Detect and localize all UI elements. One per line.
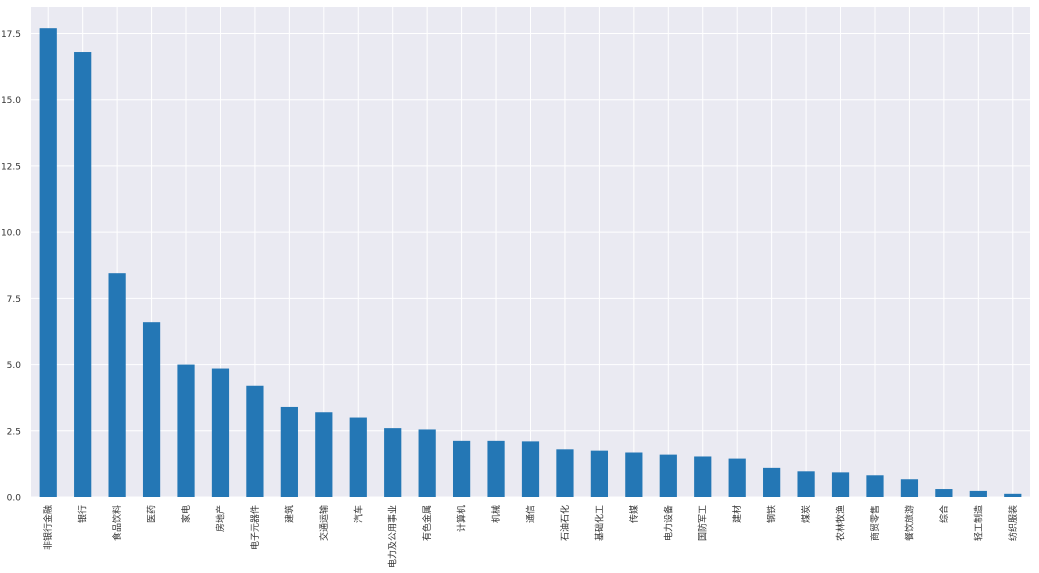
bar	[418, 429, 436, 497]
bar	[590, 450, 609, 497]
x-tick-label: 房地产	[214, 505, 226, 532]
x-tick-label: 石油石化	[559, 505, 571, 541]
x-tick-label: 有色金属	[421, 505, 433, 541]
x-tick-label: 建筑	[283, 505, 295, 523]
x-tick-label: 医药	[147, 505, 158, 523]
bar	[211, 368, 230, 497]
bars	[39, 28, 1022, 498]
x-tick-label: 纺织服装	[1007, 505, 1019, 541]
x-tick-label: 建材	[731, 505, 743, 523]
bar	[246, 385, 264, 497]
x-tick-label: 计算机	[456, 505, 468, 532]
bar	[797, 471, 815, 497]
bar	[280, 406, 298, 497]
bar	[866, 475, 884, 497]
bar	[108, 273, 126, 497]
bar	[969, 490, 987, 497]
x-tick-label: 钢铁	[766, 505, 778, 523]
x-tick-label: 机械	[490, 505, 502, 523]
x-tick-label: 通信	[525, 505, 537, 523]
x-tick-label: 非银行金融	[42, 505, 54, 550]
bar	[142, 322, 161, 497]
bar	[177, 364, 195, 497]
bar	[556, 449, 574, 497]
bar	[625, 452, 643, 497]
bar	[831, 472, 850, 497]
x-tick-label: 传媒	[628, 505, 640, 523]
x-tick-label: 食品饮料	[111, 505, 123, 541]
x-tick-label: 汽车	[352, 505, 364, 523]
bar	[1004, 493, 1022, 497]
bar	[487, 440, 505, 497]
y-tick-label: 0.0	[7, 494, 22, 504]
x-tick-label: 电力及公用事业	[387, 505, 399, 568]
x-tick-label: 电力设备	[662, 505, 674, 541]
bar	[39, 28, 57, 498]
y-tick-label: 12.5	[1, 162, 21, 172]
y-tick-label: 7.5	[7, 295, 21, 305]
x-tick-label: 综合	[938, 505, 950, 523]
x-tick-labels: 非银行金融 银行 食品饮料 医药 家电 房地产 电子元器件 建筑 交通运输 汽车 电力及公用事业 有色…	[42, 505, 1019, 568]
bar	[452, 440, 471, 497]
x-tick-label: 煤炭	[800, 505, 812, 523]
bar	[900, 479, 919, 497]
x-tick-label: 银行	[77, 505, 89, 523]
y-tick-label: 5.0	[7, 361, 22, 371]
bar	[659, 454, 677, 497]
bar	[694, 456, 712, 497]
bar	[935, 489, 953, 497]
x-tick-label: 国防军工	[697, 505, 709, 541]
y-tick-label: 10.0	[1, 229, 21, 239]
bar	[728, 458, 746, 497]
y-tick-labels: 0.0 2.5 5.0 7.5 10.0 12.5 15.0 17.5	[1, 30, 21, 504]
y-tick-label: 17.5	[1, 30, 21, 40]
x-tick-label: 基础化工	[593, 505, 605, 541]
x-tick-label: 交通运输	[318, 505, 330, 541]
bar	[763, 467, 781, 497]
bar	[74, 52, 92, 497]
y-tick-label: 15.0	[1, 96, 21, 106]
x-tick-label: 电子元器件	[249, 505, 261, 550]
bar	[315, 412, 333, 497]
bar	[521, 441, 540, 497]
x-tick-label: 家电	[180, 505, 192, 523]
bar	[349, 417, 367, 497]
x-tick-label: 农林牧渔	[835, 505, 847, 541]
x-tick-label: 餐饮旅游	[903, 505, 915, 541]
x-tick-label: 商贸零售	[869, 505, 881, 541]
bar	[384, 428, 402, 497]
y-tick-label: 2.5	[7, 427, 21, 437]
x-tick-label: 轻工制造	[972, 505, 984, 541]
